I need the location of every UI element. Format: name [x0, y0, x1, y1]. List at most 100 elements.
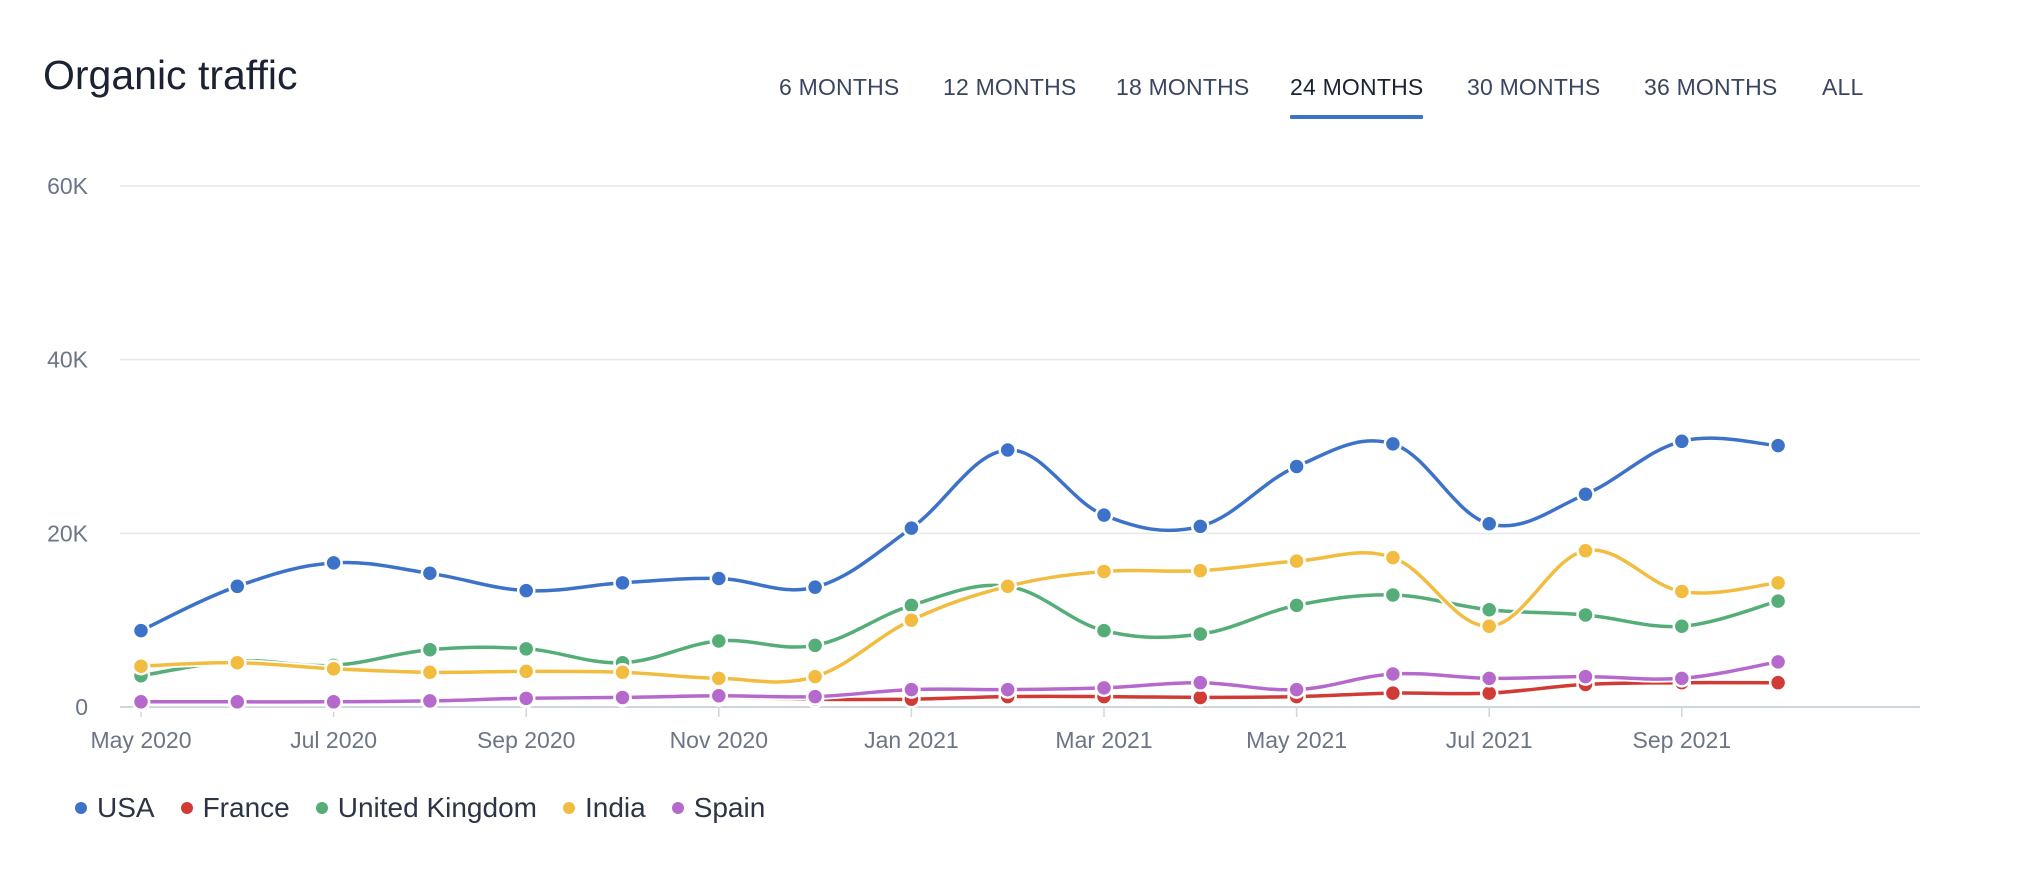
- data-point-united-kingdom[interactable]: [1768, 591, 1788, 611]
- data-point-united-kingdom[interactable]: [1094, 621, 1114, 640]
- legend-item-spain[interactable]: Spain: [671, 792, 766, 824]
- data-point-spain[interactable]: [1479, 669, 1499, 688]
- legend-dot-icon: [75, 802, 87, 814]
- data-point-india[interactable]: [516, 662, 536, 681]
- data-point-united-kingdom[interactable]: [709, 631, 729, 651]
- tab-18-months[interactable]: 18 MONTHS: [1116, 74, 1250, 100]
- data-point-usa[interactable]: [324, 553, 343, 573]
- chart-legend: USA France United Kingdom India Spain: [75, 788, 791, 828]
- data-point-india[interactable]: [228, 653, 247, 672]
- data-point-usa[interactable]: [1287, 457, 1306, 476]
- legend-item-united-kingdom[interactable]: United Kingdom: [315, 792, 537, 824]
- data-point-france[interactable]: [1768, 673, 1788, 692]
- data-point-india[interactable]: [1383, 548, 1403, 567]
- data-point-spain[interactable]: [1094, 678, 1114, 698]
- data-point-united-kingdom[interactable]: [516, 639, 536, 659]
- data-point-united-kingdom[interactable]: [1672, 616, 1692, 636]
- data-point-usa[interactable]: [1672, 432, 1692, 451]
- data-point-usa[interactable]: [1479, 514, 1499, 534]
- data-point-usa[interactable]: [1383, 434, 1403, 454]
- data-point-india[interactable]: [324, 659, 343, 679]
- data-point-spain[interactable]: [805, 687, 825, 706]
- y-tick-label: 0: [75, 694, 88, 720]
- x-tick-label: Jul 2021: [1446, 727, 1533, 753]
- series-line-india: [139, 548, 1780, 684]
- chart-title: Organic traffic: [43, 52, 298, 98]
- data-point-spain[interactable]: [709, 686, 729, 705]
- data-point-spain[interactable]: [1576, 667, 1595, 686]
- legend-item-india[interactable]: India: [562, 792, 646, 824]
- data-point-india[interactable]: [420, 663, 440, 682]
- data-point-india[interactable]: [709, 669, 729, 688]
- x-tick-label: May 2020: [90, 727, 191, 753]
- y-tick-label: 60K: [47, 173, 89, 199]
- data-point-usa[interactable]: [420, 564, 440, 583]
- data-point-spain[interactable]: [324, 692, 343, 712]
- data-point-united-kingdom[interactable]: [420, 640, 440, 659]
- data-point-india[interactable]: [1191, 561, 1210, 580]
- data-point-spain[interactable]: [516, 689, 536, 708]
- data-point-france[interactable]: [1383, 683, 1403, 703]
- data-point-spain[interactable]: [1383, 664, 1403, 684]
- data-point-spain[interactable]: [613, 688, 632, 707]
- data-point-india[interactable]: [1479, 616, 1499, 636]
- data-point-india[interactable]: [1094, 562, 1114, 581]
- tab-36-months[interactable]: 36 MONTHS: [1644, 74, 1778, 100]
- legend-label: France: [202, 792, 290, 823]
- data-point-usa[interactable]: [805, 577, 825, 597]
- data-point-india[interactable]: [998, 577, 1017, 596]
- data-point-united-kingdom[interactable]: [1287, 596, 1306, 615]
- data-point-usa[interactable]: [902, 518, 921, 538]
- data-point-united-kingdom[interactable]: [1479, 600, 1499, 619]
- data-point-spain[interactable]: [902, 680, 921, 699]
- data-point-spain[interactable]: [1287, 680, 1306, 699]
- legend-label: Spain: [693, 792, 766, 823]
- data-point-india[interactable]: [1576, 541, 1595, 560]
- x-tick-label: May 2021: [1246, 727, 1347, 753]
- legend-item-usa[interactable]: USA: [75, 792, 155, 824]
- tab-30-months[interactable]: 30 MONTHS: [1467, 74, 1601, 100]
- data-point-spain[interactable]: [1672, 669, 1692, 688]
- data-point-india[interactable]: [1287, 551, 1306, 571]
- data-point-usa[interactable]: [1094, 505, 1114, 525]
- data-point-usa[interactable]: [131, 621, 151, 640]
- data-point-usa[interactable]: [1191, 517, 1210, 536]
- data-point-india[interactable]: [902, 610, 921, 630]
- tab-12-months[interactable]: 12 MONTHS: [943, 74, 1077, 100]
- tab-6-months[interactable]: 6 MONTHS: [779, 74, 900, 100]
- tab-24-months-label: 24 MONTHS: [1290, 74, 1424, 100]
- series-line-spain: [139, 660, 1780, 704]
- data-point-spain[interactable]: [420, 691, 440, 711]
- data-point-usa[interactable]: [1576, 485, 1595, 504]
- legend-label: United Kingdom: [337, 792, 537, 823]
- series-halo-india: [137, 546, 1782, 686]
- data-point-usa[interactable]: [516, 581, 536, 600]
- data-point-usa[interactable]: [613, 573, 632, 593]
- data-point-india[interactable]: [613, 663, 632, 682]
- data-point-spain[interactable]: [1191, 673, 1210, 692]
- data-point-usa[interactable]: [1768, 436, 1788, 455]
- tab-all[interactable]: ALL: [1822, 74, 1864, 100]
- data-point-spain[interactable]: [228, 692, 247, 712]
- data-point-united-kingdom[interactable]: [1576, 605, 1595, 625]
- data-point-india[interactable]: [805, 667, 825, 686]
- x-tick-label: Nov 2020: [670, 727, 768, 753]
- legend-dot-icon: [562, 802, 575, 814]
- data-point-india[interactable]: [1672, 582, 1692, 601]
- data-point-usa[interactable]: [709, 569, 729, 588]
- data-point-india[interactable]: [131, 656, 151, 676]
- data-point-india[interactable]: [1768, 573, 1788, 593]
- data-point-united-kingdom[interactable]: [1383, 585, 1403, 605]
- x-tick-label: Sep 2021: [1633, 727, 1731, 753]
- tab-24-months[interactable]: 24 MONTHS: [1290, 74, 1424, 119]
- data-point-united-kingdom[interactable]: [805, 636, 825, 655]
- data-point-usa[interactable]: [998, 440, 1017, 460]
- data-point-united-kingdom[interactable]: [1191, 624, 1210, 644]
- data-point-spain[interactable]: [1768, 652, 1788, 672]
- y-tick-label: 20K: [47, 520, 89, 546]
- data-point-spain[interactable]: [131, 692, 151, 712]
- data-point-spain[interactable]: [998, 680, 1017, 699]
- data-point-usa[interactable]: [228, 577, 247, 596]
- legend-item-france[interactable]: France: [180, 792, 290, 824]
